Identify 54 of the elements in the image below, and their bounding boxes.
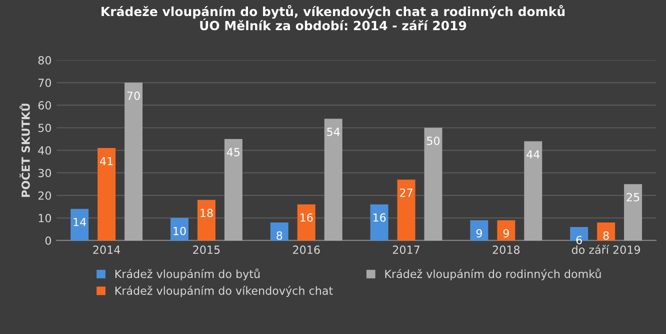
data-label: 14 (74, 218, 86, 226)
x-tick-label: 2017 (392, 246, 420, 254)
x-tick-label: 2015 (193, 246, 220, 254)
legend-label: Krádež vloupáním do víkendových chat (115, 286, 333, 297)
data-label: 10 (174, 226, 186, 236)
data-label: 27 (400, 188, 412, 197)
y-tick-label: 50 (38, 124, 52, 132)
bar (424, 128, 442, 240)
y-tick-label: 80 (38, 56, 52, 64)
data-label: 16 (300, 213, 313, 222)
y-tick-label: 60 (38, 101, 52, 110)
legend-label: Krádež vloupáním do bytů (115, 268, 260, 280)
y-tick-label: 0 (45, 236, 52, 245)
x-tick-label: 2016 (293, 246, 320, 254)
bar (524, 141, 542, 240)
data-label: 41 (100, 157, 113, 166)
bar (397, 180, 416, 240)
bar (370, 204, 388, 240)
y-tick-label: 10 (38, 214, 52, 222)
y-axis-title: POČET SKUTKŮ (19, 104, 30, 197)
bar (270, 222, 288, 240)
data-label: 9 (503, 229, 509, 238)
bar (497, 220, 516, 240)
data-label: 70 (127, 92, 140, 100)
data-label: 25 (626, 193, 640, 202)
bar (224, 139, 242, 240)
x-tick-label: 2014 (93, 246, 120, 254)
bar (197, 200, 216, 240)
y-tick-label: 70 (38, 78, 52, 88)
y-tick-label: 40 (38, 146, 52, 155)
bar (470, 220, 488, 240)
data-label: 54 (327, 128, 340, 136)
bar (124, 82, 143, 240)
bar (324, 118, 342, 240)
data-label: 50 (427, 136, 440, 146)
x-tick-label: do září 2019 (572, 244, 640, 254)
bar (624, 184, 642, 240)
data-label: 18 (200, 208, 213, 218)
data-label: 45 (226, 148, 240, 156)
bar (297, 204, 316, 240)
data-label: 8 (603, 231, 609, 240)
bar (597, 222, 616, 240)
legend-label: Krádež vloupáním do rodinných domků (385, 268, 601, 280)
x-tick-label: 2018 (492, 246, 520, 254)
y-tick-label: 20 (38, 191, 52, 200)
data-label: 44 (526, 150, 540, 158)
bar (98, 148, 116, 240)
y-tick-label: 30 (38, 168, 52, 178)
bar (70, 208, 89, 240)
chart-title: Krádeže vloupáním do bytů, víkendových chat a rodinných domků ÚO Mělník za období: 2014 - září 2019 (102, 5, 565, 30)
data-label: 16 (373, 213, 386, 222)
bar (170, 218, 188, 240)
data-label: 8 (276, 231, 282, 240)
data-label: 9 (476, 229, 482, 238)
